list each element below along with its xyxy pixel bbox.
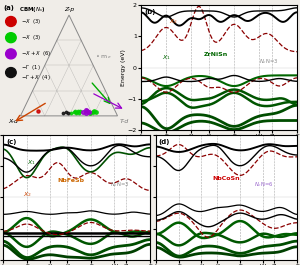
- Text: $-\Gamma$  (1)
$-\Gamma+X$  (4): $-\Gamma$ (1) $-\Gamma+X$ (4): [22, 63, 51, 82]
- Point: [85, 109, 90, 113]
- Circle shape: [6, 68, 16, 78]
- Point: [71, 110, 76, 114]
- Y-axis label: Energy (eV): Energy (eV): [121, 49, 126, 86]
- Point: [77, 109, 82, 113]
- Text: $X_2$: $X_2$: [23, 190, 32, 199]
- Text: NbCoSn: NbCoSn: [213, 176, 241, 181]
- Point: [87, 110, 92, 114]
- Text: $\circ$ m$_e$: $\circ$ m$_e$: [95, 52, 112, 61]
- Point: [92, 109, 97, 113]
- Text: $N_v$N=6: $N_v$N=6: [254, 180, 273, 189]
- Point: [74, 110, 79, 114]
- Point: [94, 110, 99, 114]
- Text: $X_1$: $X_1$: [162, 53, 171, 62]
- Point: [88, 111, 93, 115]
- Text: $-X$  (3): $-X$ (3): [22, 33, 42, 42]
- Circle shape: [6, 33, 16, 43]
- Circle shape: [6, 16, 16, 26]
- Text: NbFeSb: NbFeSb: [58, 178, 85, 183]
- Text: Z-p: Z-p: [64, 7, 74, 12]
- Point: [61, 111, 66, 115]
- Point: [72, 109, 77, 113]
- Text: $X_2$: $X_2$: [169, 17, 178, 26]
- Text: CBM($N_v$): CBM($N_v$): [19, 5, 46, 14]
- Text: $N_v$N=3: $N_v$N=3: [259, 57, 279, 66]
- Text: $-X+X$  (6): $-X+X$ (6): [22, 49, 52, 58]
- Point: [84, 108, 89, 112]
- Point: [64, 110, 68, 114]
- Point: [83, 111, 88, 115]
- Point: [80, 110, 85, 114]
- Text: (c): (c): [6, 139, 16, 145]
- Text: $X_1$: $X_1$: [27, 158, 36, 167]
- Text: (a): (a): [3, 5, 14, 11]
- Point: [91, 110, 96, 114]
- Text: ZrNiSn: ZrNiSn: [204, 52, 228, 57]
- Text: $N_v$N=3: $N_v$N=3: [110, 180, 129, 189]
- Text: (b): (b): [144, 9, 155, 15]
- Point: [75, 109, 80, 113]
- Point: [68, 111, 73, 115]
- Text: (d): (d): [159, 139, 170, 145]
- Point: [35, 109, 40, 113]
- Point: [76, 111, 81, 115]
- Point: [74, 111, 78, 115]
- Text: X-d: X-d: [9, 119, 19, 124]
- Text: $-X$  (3): $-X$ (3): [22, 17, 42, 26]
- Point: [66, 111, 70, 116]
- Circle shape: [6, 49, 16, 59]
- Text: T-d: T-d: [119, 119, 129, 124]
